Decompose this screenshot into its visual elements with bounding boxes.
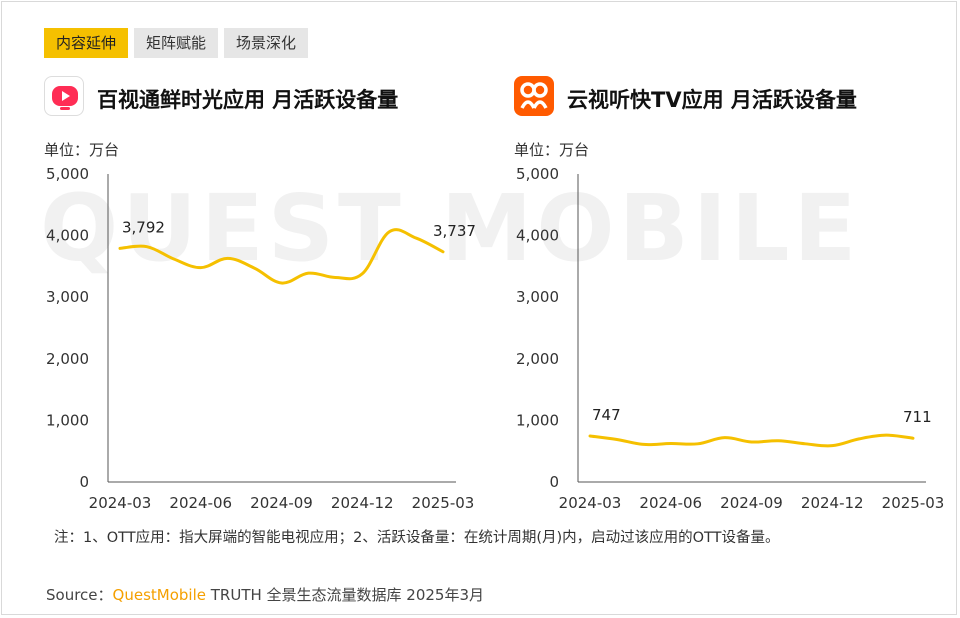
- unit-label: 单位：万台: [514, 141, 590, 159]
- source-rest: TRUTH 全景生态流量数据库 2025年3月: [205, 586, 485, 604]
- y-tick-label: 4,000: [46, 227, 89, 245]
- tab-matrix-empowerment[interactable]: 矩阵赋能: [134, 28, 219, 58]
- series-line: [118, 228, 445, 285]
- series-line: [588, 433, 915, 448]
- x-tick-label: 2024-06: [169, 494, 232, 512]
- y-tick-label: 3,000: [516, 288, 559, 306]
- x-tick-label: 2024-03: [89, 494, 152, 512]
- chart-title: 云视听快TV应用 月活跃设备量: [567, 88, 857, 112]
- y-tick-label: 1,000: [516, 411, 559, 429]
- x-tick-label: 2024-06: [639, 494, 702, 512]
- data-label: 747: [592, 406, 621, 424]
- x-tick-label: 2025-03: [882, 494, 945, 512]
- chart-panel-left: 百视通鲜时光应用 月活跃设备量 单位：万台 0 1,000 2,000 3,000 4,…: [44, 76, 484, 516]
- line-chart: 0 1,000 2,000 3,000 4,000 5,000 2024-03 2024-06…: [516, 165, 945, 512]
- chart-panel-right: 云视听快TV应用 月活跃设备量 单位：万台 0 1,000 2,000 3,000 4,…: [514, 76, 954, 516]
- source-line: Source：QuestMobile TRUTH 全景生态流量数据库 2025年…: [46, 584, 484, 605]
- y-tick-label: 2,000: [46, 350, 89, 368]
- unit-label: 单位：万台: [44, 141, 120, 159]
- x-tick-label: 2024-12: [801, 494, 864, 512]
- tab-content-extension[interactable]: 内容延伸: [44, 28, 129, 58]
- tab-bar: 内容延伸 矩阵赋能 场景深化: [44, 28, 309, 58]
- x-tick-label: 2024-09: [250, 494, 313, 512]
- people-icon: [514, 76, 554, 116]
- y-tick-label: 1,000: [46, 411, 89, 429]
- tab-scene-deepening[interactable]: 场景深化: [224, 28, 309, 58]
- source-brand[interactable]: QuestMobile: [112, 586, 206, 604]
- data-label: 3,737: [433, 222, 476, 240]
- x-tick-label: 2024-09: [720, 494, 783, 512]
- x-tick-label: 2024-03: [559, 494, 622, 512]
- y-tick-label: 3,000: [46, 288, 89, 306]
- data-label: 711: [903, 408, 932, 426]
- chart-title: 百视通鲜时光应用 月活跃设备量: [97, 88, 399, 112]
- tv-play-icon: [44, 76, 84, 116]
- watermark: QUEST MOBILE: [40, 175, 861, 282]
- y-tick-label: 2,000: [516, 350, 559, 368]
- y-tick-label: 0: [79, 473, 89, 491]
- data-label: 3,792: [122, 218, 165, 236]
- source-prefix: Source：: [46, 586, 113, 604]
- y-tick-label: 4,000: [516, 227, 559, 245]
- footnote: 注：1、OTT应用：指大屏端的智能电视应用；2、活跃设备量：在统计周期(月)内，…: [54, 530, 780, 546]
- line-chart: 0 1,000 2,000 3,000 4,000 5,000 2024-03 2024-06…: [46, 165, 476, 512]
- y-tick-label: 0: [549, 473, 559, 491]
- x-tick-label: 2025-03: [412, 494, 475, 512]
- y-tick-label: 5,000: [516, 165, 559, 183]
- x-tick-label: 2024-12: [331, 494, 394, 512]
- y-tick-label: 5,000: [46, 165, 89, 183]
